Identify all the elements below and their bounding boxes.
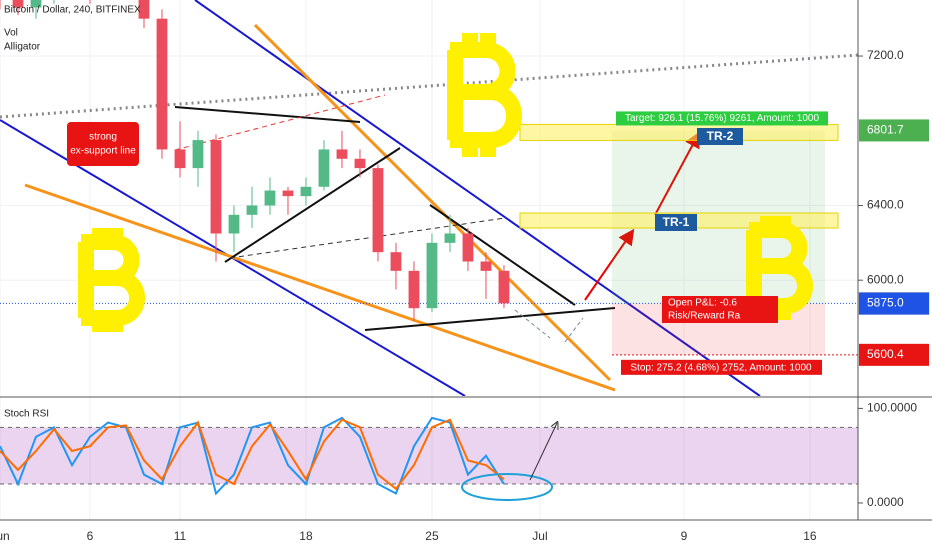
note-text: ex-support line [70, 146, 136, 157]
candle-body [264, 190, 276, 206]
indicator-label: Stoch RSI [4, 409, 49, 420]
resistance-band [519, 123, 839, 141]
x-tick-label: 9 [681, 529, 688, 543]
stoch-pane [0, 416, 858, 496]
candle-body [300, 186, 312, 197]
highlight-ellipse [461, 473, 553, 501]
candle-body [156, 18, 168, 150]
price-badge [859, 119, 929, 142]
candle-body [336, 149, 348, 159]
trend-line [224, 147, 401, 263]
y-tick-label: 6400.0 [867, 198, 904, 212]
x-tick-label: 11 [174, 529, 187, 543]
candle-body [462, 233, 474, 262]
pnl-label: Risk/Reward Ra [668, 311, 741, 322]
target-label: Target: 926.1 (15.76%) 9261, Amount: 100… [625, 113, 819, 124]
candle-body [480, 261, 492, 271]
target-label-box [616, 111, 828, 126]
price-badge-label: 5875.0 [867, 296, 904, 310]
candle-body [390, 252, 402, 271]
candle-body [498, 270, 510, 304]
candle-body [282, 190, 294, 197]
candle-body [444, 233, 456, 243]
x-tick-label: 25 [425, 529, 439, 543]
note-box [67, 122, 139, 166]
price-badge [859, 343, 929, 366]
projection-arrow [654, 131, 700, 216]
x-tick-label: 6 [87, 529, 94, 543]
trend-line [429, 204, 576, 306]
x-tick-label: 18 [299, 529, 313, 543]
candle-body [210, 140, 222, 234]
candle-body [318, 149, 330, 187]
trend-line [364, 307, 616, 331]
pnl-label: Open P&L: -0.6 [668, 298, 737, 309]
candle-body [372, 168, 384, 253]
trend-line [174, 94, 386, 151]
price-badge-label: 5600.4 [867, 347, 904, 361]
channel-line [194, 0, 761, 396]
price-badge-label: 6801.7 [867, 123, 904, 137]
x-tick-label: Jun [0, 529, 10, 543]
candle-body [228, 214, 240, 234]
candle-body [174, 149, 186, 169]
candle-body [426, 242, 438, 309]
tr-label: TR-1 [663, 215, 690, 229]
stoch-line [0, 416, 505, 496]
y-tick-label: 7200.0 [867, 48, 904, 62]
stop-label: Stop: 275.2 (4.68%) 2752, Amount: 1000 [630, 362, 812, 373]
tr-label: TR-2 [707, 129, 734, 143]
bitcoin-logo [746, 216, 813, 320]
bitcoin-logos [78, 33, 813, 332]
candle-body [138, 0, 150, 19]
projection-arrow [584, 228, 635, 301]
bitcoin-logo [447, 33, 522, 157]
y-tick-label: 6000.0 [867, 272, 904, 286]
tr-box [697, 128, 743, 145]
drawings [0, 0, 858, 396]
trend-line [229, 217, 506, 259]
trend-line [174, 106, 361, 123]
x-tick-label: Jul [532, 529, 547, 543]
y-tick-label: 0.0000 [867, 495, 904, 509]
stop-label-box [621, 359, 822, 375]
trend-line [253, 23, 612, 382]
stoch-line [0, 418, 505, 491]
indicator-label: Vol [4, 28, 18, 39]
projection-arrow [529, 423, 557, 481]
bitcoin-logo [78, 228, 145, 332]
tr-box [655, 214, 697, 231]
candle-body [408, 270, 420, 309]
candle-body [12, 0, 24, 8]
projection [564, 317, 584, 343]
candle-body [246, 205, 258, 215]
y-tick-label: 100.0000 [867, 401, 917, 415]
note-text: strong [89, 132, 117, 143]
x-tick-label: 16 [803, 529, 817, 543]
pnl-box [662, 296, 778, 323]
candle-body [30, 0, 42, 8]
trend-line [24, 183, 616, 392]
candle-body [354, 158, 366, 169]
stoch-drawings [461, 423, 557, 501]
indicator-label: Alligator [4, 42, 41, 53]
chart-title: Bitcoin / Dollar, 240, BITFINEX [4, 5, 141, 16]
price-badge [859, 292, 929, 315]
projection [514, 309, 551, 339]
candle-body [192, 140, 204, 169]
